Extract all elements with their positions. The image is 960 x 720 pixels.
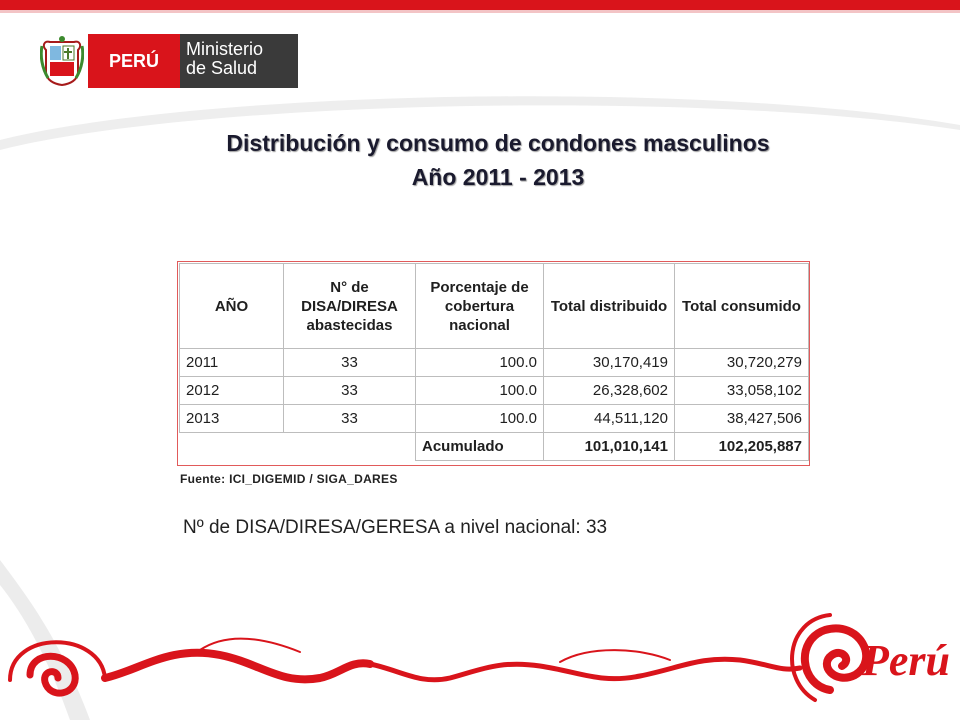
table-row: 2011 33 100.0 30,170,419 30,720,279 bbox=[179, 348, 809, 377]
title-line1: Distribución y consumo de condones mascu… bbox=[226, 130, 770, 156]
title-line2: Año 2011 - 2013 bbox=[411, 164, 585, 190]
data-table: AÑO N° de DISA/DIRESA abastecidas Porcen… bbox=[179, 263, 809, 461]
table-total-row: Acumulado 101,010,141 102,205,887 bbox=[179, 432, 809, 461]
cell-distributed: 44,511,120 bbox=[543, 404, 675, 433]
cell-disa-count: 33 bbox=[283, 404, 416, 433]
cell-disa-count: 33 bbox=[283, 348, 416, 377]
cell-coverage: 100.0 bbox=[415, 404, 544, 433]
cell-coverage: 100.0 bbox=[415, 348, 544, 377]
cell-total-label: Acumulado bbox=[415, 432, 544, 461]
cell-distributed: 30,170,419 bbox=[543, 348, 675, 377]
logo-peru-box: PERÚ bbox=[88, 34, 180, 88]
cell-consumed: 30,720,279 bbox=[674, 348, 809, 377]
slide-title: Distribución y consumo de condones mascu… bbox=[100, 126, 896, 194]
cell-total-consumed: 102,205,887 bbox=[674, 432, 809, 461]
table-row: 2012 33 100.0 26,328,602 33,058,102 bbox=[179, 376, 809, 405]
cell-total-distributed: 101,010,141 bbox=[543, 432, 675, 461]
peru-brand-swirl: Perú bbox=[8, 613, 950, 702]
cell-empty bbox=[179, 432, 416, 461]
ministry-logo: PERÚ Ministerio de Salud bbox=[40, 34, 298, 88]
cell-consumed: 33,058,102 bbox=[674, 376, 809, 405]
cell-year: 2012 bbox=[179, 376, 284, 405]
cell-consumed: 38,427,506 bbox=[674, 404, 809, 433]
cell-coverage: 100.0 bbox=[415, 376, 544, 405]
header-ano: AÑO bbox=[179, 263, 284, 349]
cell-year: 2011 bbox=[179, 348, 284, 377]
table-row: 2013 33 100.0 44,511,120 38,427,506 bbox=[179, 404, 809, 433]
top-red-bar bbox=[0, 0, 960, 10]
header-disa-count: N° de DISA/DIRESA abastecidas bbox=[283, 263, 416, 349]
top-bar-shade bbox=[0, 10, 960, 13]
peru-logo-text: Perú bbox=[861, 636, 950, 685]
table-header-row: AÑO N° de DISA/DIRESA abastecidas Porcen… bbox=[179, 263, 809, 349]
peru-logo-icon bbox=[790, 613, 871, 702]
disa-count-note: Nº de DISA/DIRESA/GERESA a nivel naciona… bbox=[183, 517, 608, 538]
header-total-distributed: Total distribuido bbox=[543, 263, 675, 349]
logo-country-text: PERÚ bbox=[108, 50, 159, 71]
cell-year: 2013 bbox=[179, 404, 284, 433]
cell-distributed: 26,328,602 bbox=[543, 376, 675, 405]
cell-disa-count: 33 bbox=[283, 376, 416, 405]
source-note: Fuente: ICI_DIGEMID / SIGA_DARES bbox=[180, 472, 398, 486]
header-coverage: Porcentaje de cobertura nacional bbox=[415, 263, 544, 349]
logo-ministry-line2: de Salud bbox=[186, 58, 258, 78]
logo-ministry-line1: Ministerio bbox=[186, 39, 264, 59]
logo-ministry-box: Ministerio de Salud bbox=[180, 34, 298, 88]
header-total-consumed: Total consumido bbox=[674, 263, 809, 349]
coat-of-arms-icon bbox=[40, 36, 84, 86]
